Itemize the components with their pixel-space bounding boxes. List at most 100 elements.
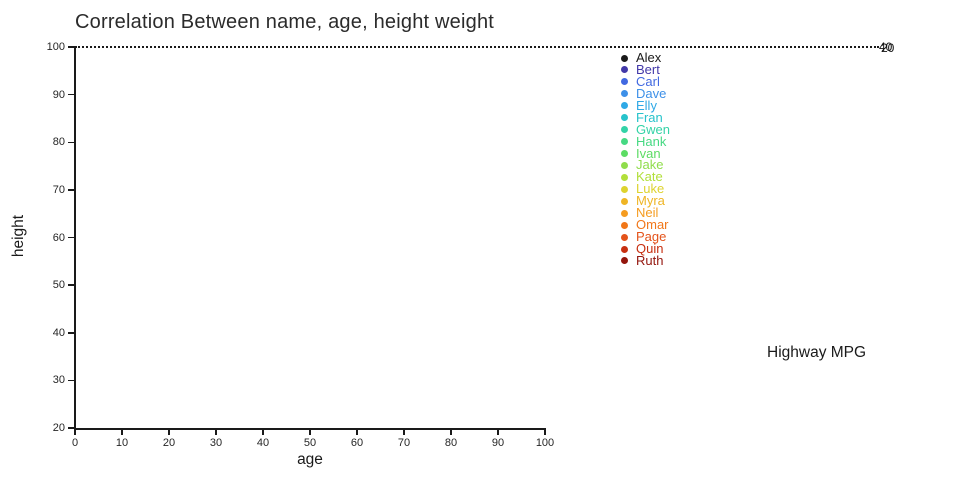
legend: Alex Bert Carl Dave Elly Fran Gwen Hank Ivan Jake… bbox=[621, 50, 701, 274]
line-end-label-40: 40 bbox=[879, 40, 893, 54]
legend-item-label: Hank bbox=[636, 133, 667, 149]
legend-swatch-dot bbox=[621, 161, 628, 169]
legend-swatch-dot bbox=[621, 78, 628, 86]
x-tick-mark bbox=[450, 429, 452, 435]
x-tick-label: 40 bbox=[256, 437, 270, 449]
y-tick-mark bbox=[68, 189, 75, 191]
legend-swatch-dot bbox=[621, 114, 628, 122]
y-tick-label: 90 bbox=[52, 88, 65, 101]
legend-item[interactable]: Ruth bbox=[621, 252, 664, 268]
legend-item-label: Fran bbox=[636, 109, 663, 125]
legend-item[interactable]: Hank bbox=[621, 133, 667, 149]
x-tick-mark bbox=[262, 429, 264, 435]
legend-swatch-dot bbox=[621, 54, 628, 62]
legend-item-label: Gwen bbox=[636, 121, 670, 137]
legend-swatch-dot bbox=[621, 138, 628, 146]
legend-item[interactable]: Elly bbox=[621, 97, 657, 113]
x-tick-label: 70 bbox=[397, 437, 411, 449]
legend-item[interactable]: Ivan bbox=[621, 145, 661, 161]
legend-swatch-dot bbox=[621, 209, 628, 217]
legend-item-label: Omar bbox=[636, 217, 669, 233]
legend-item-label: Elly bbox=[636, 97, 657, 113]
y-tick-label: 60 bbox=[52, 231, 65, 244]
legend-item[interactable]: Alex bbox=[621, 50, 662, 65]
legend-swatch-dot bbox=[621, 185, 628, 193]
legend-item[interactable]: Dave bbox=[621, 87, 666, 100]
y-tick-label: 80 bbox=[52, 136, 65, 149]
legend-swatch-dot bbox=[621, 102, 628, 110]
y-tick-mark bbox=[68, 141, 75, 143]
legend-item[interactable]: Bert bbox=[621, 61, 660, 77]
legend-swatch-dot bbox=[621, 126, 628, 134]
legend-item[interactable]: Neil bbox=[621, 205, 659, 221]
legend-swatch-dot bbox=[621, 197, 628, 205]
legend-swatch-dot bbox=[621, 150, 628, 158]
y-axis-label: height bbox=[10, 214, 27, 258]
y-tick-label: 70 bbox=[52, 183, 65, 196]
x-tick-label: 90 bbox=[491, 437, 505, 449]
x-tick-mark bbox=[544, 429, 546, 435]
x-tick-label: 20 bbox=[162, 437, 176, 449]
legend-item-label: Neil bbox=[636, 205, 659, 221]
legend-item[interactable]: Fran bbox=[621, 109, 663, 125]
y-tick-label: 20 bbox=[52, 422, 65, 434]
legend-item-label: Jake bbox=[636, 157, 664, 173]
legend-item[interactable]: Omar bbox=[621, 217, 669, 233]
legend-item[interactable]: Quin bbox=[621, 241, 664, 257]
legend-swatch-dot bbox=[621, 66, 628, 74]
y-tick-mark bbox=[68, 46, 75, 48]
legend-item-label: Ruth bbox=[636, 252, 664, 268]
legend-item[interactable]: Myra bbox=[621, 193, 665, 209]
y-tick-mark bbox=[68, 427, 75, 429]
chart-title: Correlation Between name, age, height we… bbox=[75, 11, 495, 33]
legend-item[interactable]: Jake bbox=[621, 157, 664, 173]
legend-item-label: Alex bbox=[636, 50, 662, 65]
x-tick-mark bbox=[121, 429, 123, 435]
legend-swatch-dot bbox=[621, 233, 628, 241]
x-tick-label: 0 bbox=[71, 437, 79, 449]
x-tick-mark bbox=[215, 429, 217, 435]
legend-item-label: Ivan bbox=[636, 145, 661, 161]
x-tick-label: 80 bbox=[444, 437, 458, 449]
x-tick-label: 60 bbox=[350, 437, 364, 449]
y-tick-mark bbox=[68, 379, 75, 382]
x-axis-line bbox=[74, 428, 546, 430]
legend-item[interactable]: Gwen bbox=[621, 121, 670, 137]
y-tick-mark bbox=[68, 93, 75, 96]
x-tick-mark bbox=[497, 429, 499, 435]
legend-item-label: Myra bbox=[636, 193, 665, 209]
x-tick-mark bbox=[74, 429, 76, 435]
x-tick-mark bbox=[356, 429, 358, 435]
legend-swatch-dot bbox=[621, 221, 628, 229]
legend-item-label: Luke bbox=[636, 181, 665, 197]
y-tick-label: 50 bbox=[52, 279, 65, 292]
line-end-label-20: 20 bbox=[881, 41, 895, 55]
legend-item-label: Kate bbox=[636, 169, 663, 185]
legend-item-label: Bert bbox=[636, 61, 660, 77]
y-tick-mark bbox=[68, 284, 75, 286]
legend-swatch-dot bbox=[621, 257, 628, 265]
x-tick-label: 100 bbox=[535, 437, 555, 449]
dotted-reference-line bbox=[75, 46, 879, 48]
legend-swatch-dot bbox=[621, 245, 628, 253]
x-tick-label: 50 bbox=[303, 437, 317, 449]
x-tick-mark bbox=[309, 429, 311, 435]
legend-swatch-dot bbox=[621, 90, 628, 98]
legend-item[interactable]: Page bbox=[621, 229, 667, 245]
secondary-legend-title: Highway MPG bbox=[767, 344, 867, 361]
x-tick-label: 30 bbox=[209, 437, 223, 449]
x-tick-mark bbox=[403, 429, 405, 435]
x-tick-label: 10 bbox=[115, 437, 129, 449]
legend-item-label: Quin bbox=[636, 241, 664, 257]
y-tick-mark bbox=[68, 332, 75, 334]
legend-item-label: Page bbox=[636, 229, 667, 245]
y-tick-label: 100 bbox=[46, 41, 65, 53]
legend-item[interactable]: Kate bbox=[621, 169, 663, 185]
y-tick-label: 30 bbox=[52, 374, 65, 387]
legend-item[interactable]: Carl bbox=[621, 73, 660, 89]
y-tick-mark bbox=[68, 236, 75, 239]
legend-item-label: Carl bbox=[636, 73, 660, 89]
y-tick-label: 40 bbox=[52, 326, 65, 339]
legend-item[interactable]: Luke bbox=[621, 181, 665, 197]
